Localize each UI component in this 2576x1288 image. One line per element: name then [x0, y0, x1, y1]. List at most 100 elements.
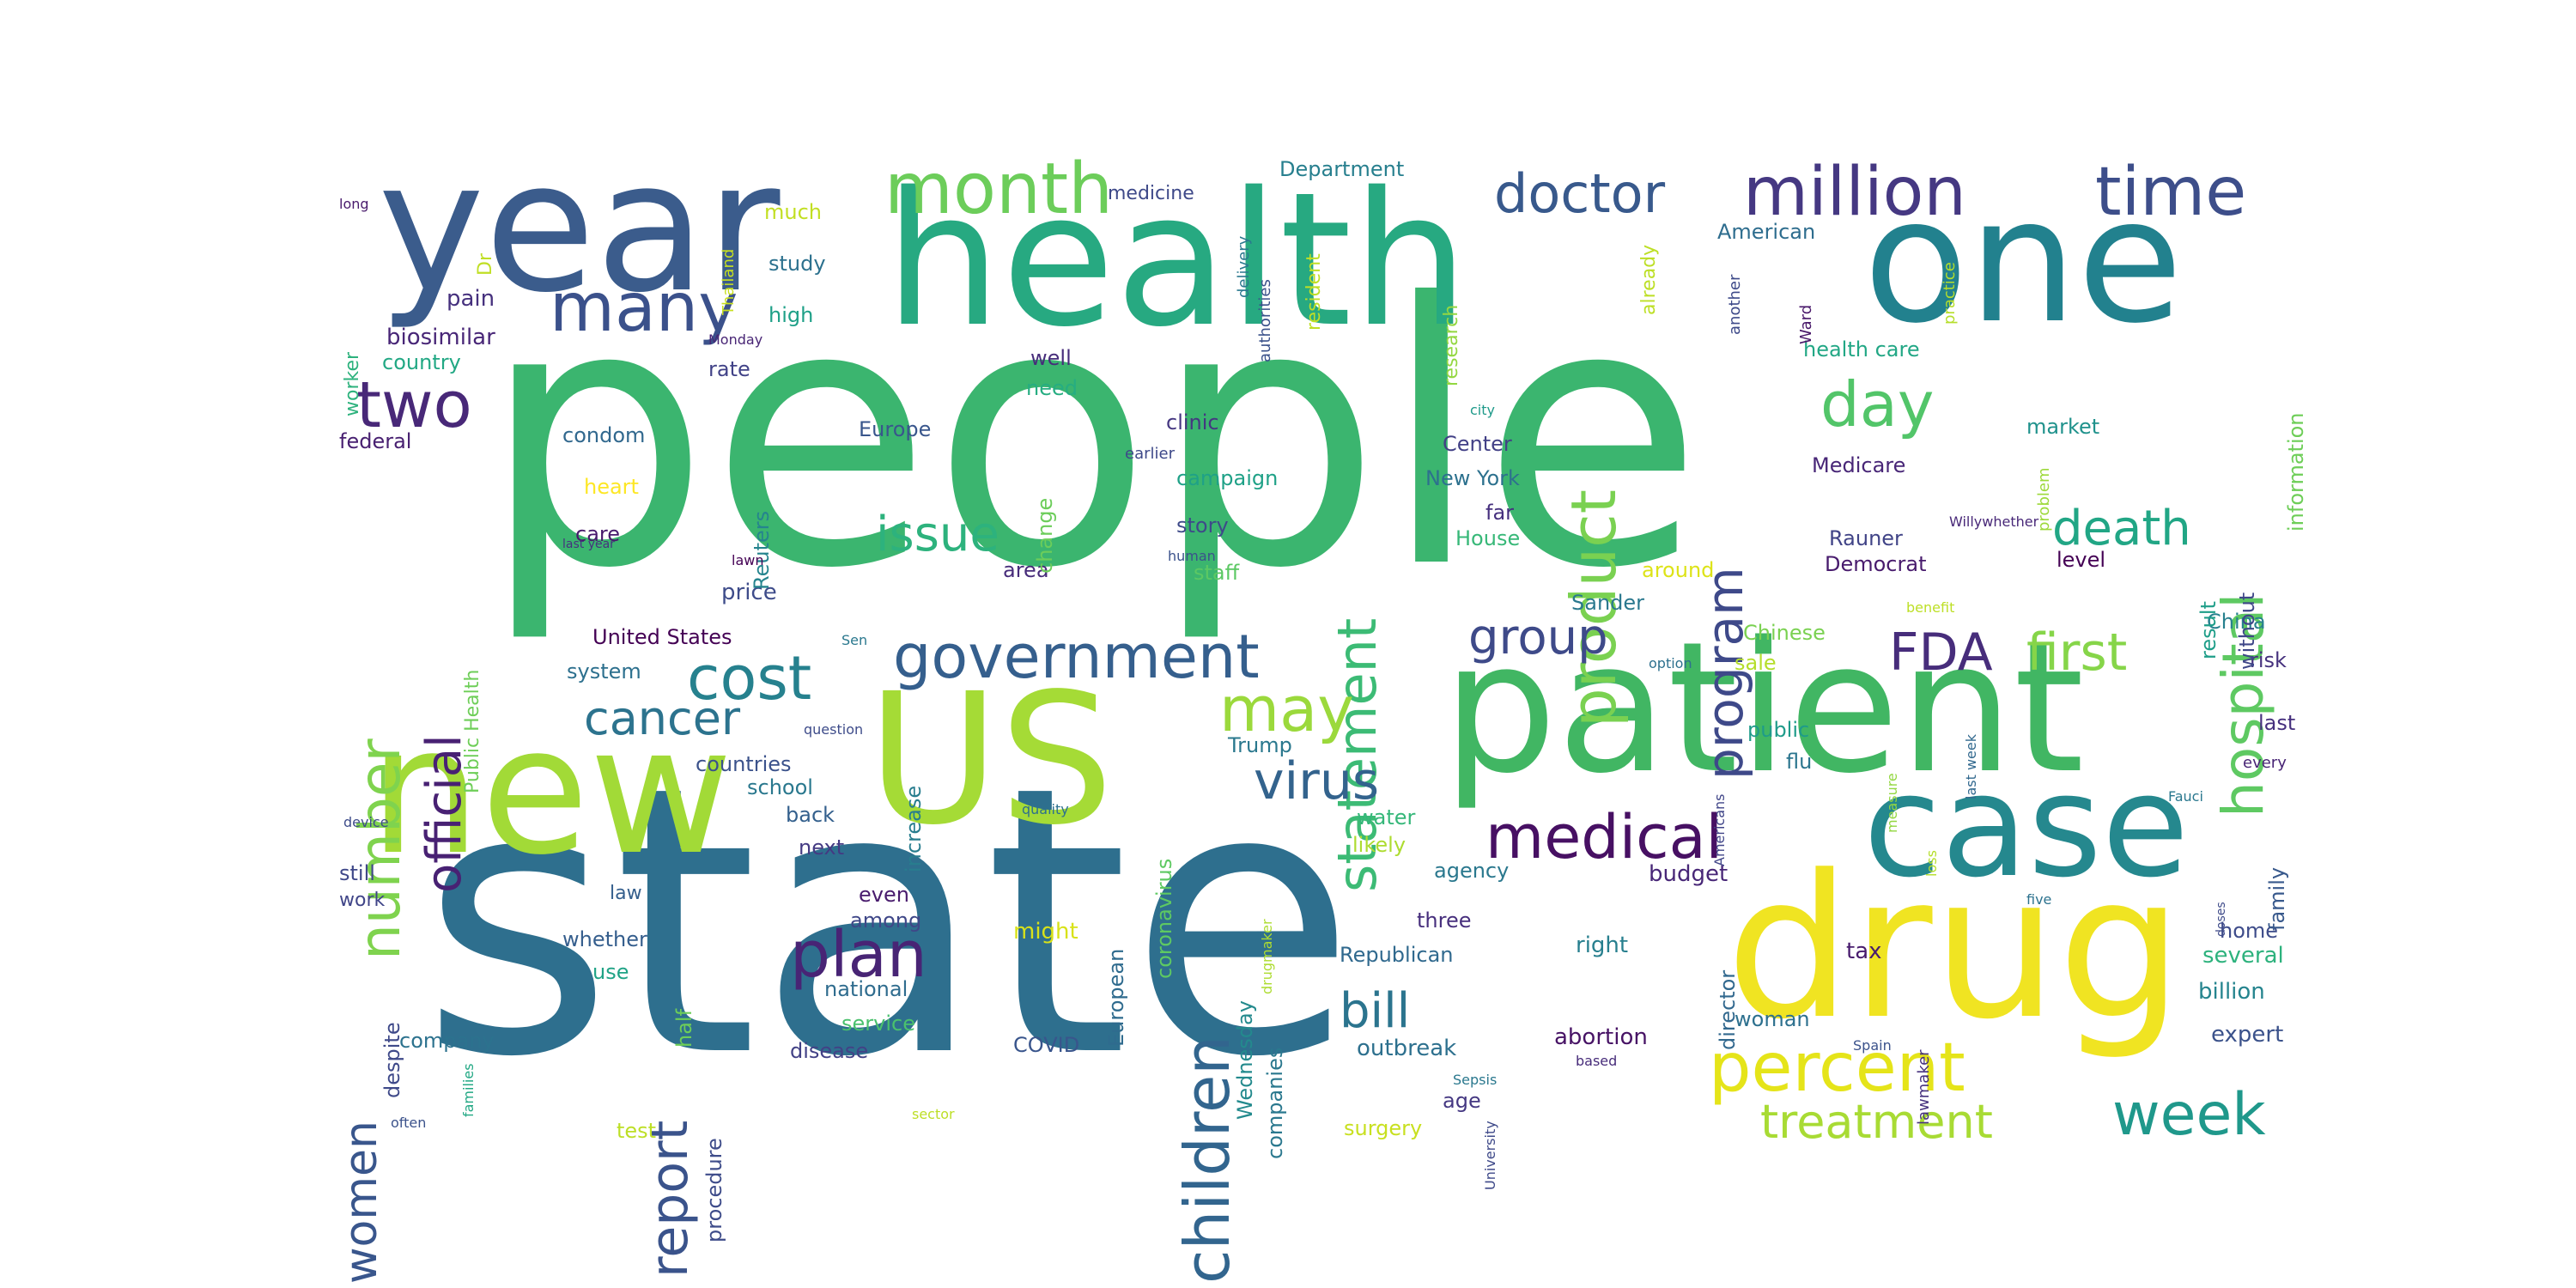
word: COVID: [1013, 1033, 1080, 1057]
word: several: [2202, 943, 2284, 969]
word: US: [867, 654, 1115, 865]
word: biosimilar: [386, 325, 495, 350]
word: many: [550, 270, 738, 347]
word: need: [1026, 376, 1078, 400]
word: expert: [2211, 1022, 2284, 1048]
word: much: [764, 200, 822, 224]
word: bill: [1340, 983, 1411, 1039]
word: American: [1717, 220, 1816, 244]
word: study: [769, 252, 826, 276]
word: cancer: [584, 691, 741, 745]
word: condom: [562, 423, 646, 447]
word: issue: [876, 507, 999, 562]
word: result: [2196, 601, 2221, 659]
word: Sen: [841, 632, 868, 648]
word: around: [1642, 558, 1715, 582]
word: among: [850, 908, 922, 933]
word: question: [804, 721, 864, 738]
word: public: [1747, 718, 1810, 742]
word: change: [1033, 497, 1057, 574]
word: pain: [447, 286, 495, 312]
word: plan: [790, 918, 927, 992]
word: five: [2026, 891, 2052, 908]
word: Thailand: [720, 248, 738, 315]
word: last week: [1963, 734, 1979, 799]
word: medicine: [1108, 183, 1194, 204]
word: New York: [1425, 466, 1520, 490]
word: China: [2207, 610, 2266, 634]
word: price: [721, 580, 777, 605]
word: option: [1649, 655, 1692, 671]
word: lawn: [732, 552, 764, 568]
word: country: [382, 350, 461, 374]
word: without: [2235, 592, 2259, 670]
word: based: [1576, 1053, 1618, 1069]
word: already: [1638, 244, 1660, 315]
word: risk: [2250, 648, 2287, 672]
word: two: [356, 368, 472, 442]
word: worker: [342, 351, 363, 416]
word: Trump: [1228, 733, 1292, 757]
word: city: [1470, 402, 1495, 418]
word: human: [1168, 548, 1216, 564]
word: well: [1030, 346, 1072, 370]
word: woman: [1735, 1007, 1810, 1031]
word: women: [336, 1121, 387, 1284]
word: director: [1716, 969, 1740, 1050]
word: outbreak: [1357, 1036, 1457, 1061]
word: Center: [1443, 432, 1512, 456]
word: Republican: [1340, 943, 1454, 967]
word: Americans: [1711, 793, 1728, 866]
word: Rauner: [1829, 526, 1903, 550]
word: test: [617, 1119, 657, 1143]
word: Medicare: [1812, 453, 1906, 477]
word: treatment: [1760, 1095, 1993, 1149]
word: death: [2052, 501, 2191, 556]
word: drug: [1726, 834, 2184, 1063]
word: level: [2057, 548, 2106, 572]
word: area: [1003, 558, 1049, 582]
word: virus: [1254, 751, 1380, 811]
word: disease: [790, 1039, 869, 1063]
word: Public Health: [462, 669, 483, 793]
word: quality: [1022, 801, 1069, 817]
word: every: [2243, 754, 2287, 772]
word: resident: [1303, 253, 1325, 331]
word: surgery: [1344, 1116, 1423, 1140]
word: family: [2265, 866, 2289, 931]
word: new: [369, 690, 733, 894]
word: loss: [1923, 850, 1940, 877]
word: time: [2095, 154, 2247, 231]
word: Wednesday: [1233, 1000, 1257, 1120]
word: benefit: [1906, 599, 1955, 616]
word: high: [769, 303, 814, 327]
word: tax: [1846, 939, 1882, 964]
word: another: [1726, 274, 1744, 335]
word: Fauci: [2168, 788, 2203, 805]
word: patient: [1443, 603, 2085, 813]
word: Sepsis: [1453, 1072, 1498, 1088]
word: back: [786, 803, 835, 827]
word: Ward: [1797, 304, 1815, 344]
word: practice: [1941, 262, 1959, 325]
word: may: [1219, 673, 1354, 745]
word: device: [343, 814, 389, 830]
word: drugmaker: [1259, 919, 1275, 994]
word: national: [824, 977, 908, 1001]
word: lawmaker: [1915, 1049, 1933, 1125]
word: school: [747, 775, 813, 799]
word: authorities: [1256, 279, 1274, 362]
word: FDA: [1889, 623, 1993, 683]
word: age: [1443, 1089, 1481, 1113]
word: year: [378, 122, 781, 332]
word: families: [460, 1063, 477, 1117]
word: University: [1482, 1121, 1498, 1190]
word: rate: [708, 357, 750, 381]
word: staff: [1194, 561, 1240, 585]
word: Spain: [1853, 1037, 1892, 1054]
word: Dr: [475, 253, 496, 276]
word: cost: [687, 643, 812, 714]
word: abortion: [1554, 1024, 1648, 1050]
word: despite: [380, 1022, 404, 1098]
word: federal: [339, 429, 412, 453]
